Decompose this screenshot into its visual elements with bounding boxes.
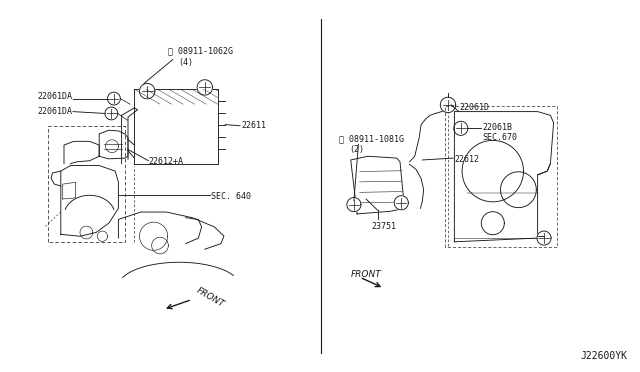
Text: 22061DA: 22061DA bbox=[37, 107, 72, 116]
Text: 22061D: 22061D bbox=[460, 103, 490, 112]
Polygon shape bbox=[394, 196, 408, 210]
Polygon shape bbox=[105, 107, 118, 120]
Text: 22612: 22612 bbox=[454, 155, 479, 164]
Polygon shape bbox=[440, 97, 456, 113]
Text: 22612+A: 22612+A bbox=[148, 157, 184, 166]
Text: FRONT: FRONT bbox=[195, 286, 227, 309]
Polygon shape bbox=[347, 198, 361, 212]
Text: 22061DA: 22061DA bbox=[37, 92, 72, 101]
Text: 22061B: 22061B bbox=[483, 123, 513, 132]
Polygon shape bbox=[537, 231, 551, 245]
Text: 23751: 23751 bbox=[371, 222, 396, 231]
Polygon shape bbox=[108, 92, 120, 105]
Text: Ⓐ 08911-1081G: Ⓐ 08911-1081G bbox=[339, 134, 404, 143]
Text: SEC.670: SEC.670 bbox=[483, 133, 518, 142]
Text: SEC. 640: SEC. 640 bbox=[211, 192, 252, 201]
Text: (4): (4) bbox=[178, 58, 193, 67]
Polygon shape bbox=[197, 80, 212, 95]
Polygon shape bbox=[454, 121, 468, 135]
Text: FRONT: FRONT bbox=[351, 270, 381, 279]
Text: 22611: 22611 bbox=[242, 121, 267, 130]
Text: (2): (2) bbox=[349, 145, 364, 154]
Text: J22600YK: J22600YK bbox=[580, 351, 627, 361]
Text: Ⓑ 08911-1062G: Ⓑ 08911-1062G bbox=[168, 47, 233, 56]
Polygon shape bbox=[140, 83, 155, 99]
